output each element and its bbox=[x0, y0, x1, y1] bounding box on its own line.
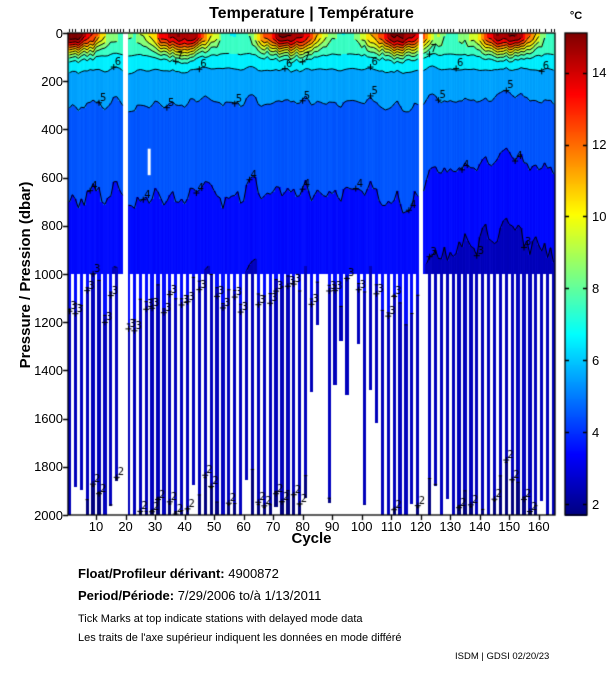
y-tick-label: 0 bbox=[55, 25, 63, 41]
note-delayed-mode-en: Tick Marks at top indicate stations with… bbox=[78, 613, 363, 625]
colorbar-tick-label: 12 bbox=[592, 137, 607, 152]
colorbar-tick-label: 8 bbox=[592, 280, 600, 296]
float-id-value: 4900872 bbox=[228, 566, 279, 581]
x-tick-label: 110 bbox=[380, 519, 402, 534]
y-tick-label: 1000 bbox=[34, 266, 63, 282]
x-axis-label: Cycle bbox=[291, 530, 332, 547]
x-tick-label: 130 bbox=[439, 519, 462, 534]
period-value: 7/29/2006 to/à 1/13/2011 bbox=[177, 588, 322, 603]
x-tick-label: 160 bbox=[527, 519, 550, 534]
y-tick-label: 1400 bbox=[34, 362, 63, 378]
colorbar-tick-label: 14 bbox=[592, 65, 607, 81]
x-tick-label: 120 bbox=[409, 519, 432, 534]
x-tick-label: 50 bbox=[206, 519, 222, 534]
colorbar-tick-label: 4 bbox=[592, 424, 600, 440]
y-tick-label: 600 bbox=[41, 170, 63, 186]
y-tick-label: 2000 bbox=[34, 507, 63, 523]
note-delayed-mode-fr: Les traits de l'axe supérieur indiquent … bbox=[78, 632, 402, 644]
y-tick-label: 800 bbox=[41, 218, 63, 234]
y-tick-label: 400 bbox=[41, 121, 63, 137]
x-tick-label: 90 bbox=[324, 519, 340, 534]
float-id-label: Float/Profileur dérivant: bbox=[78, 566, 225, 581]
colorbar-tick-label: 10 bbox=[592, 208, 607, 224]
x-tick-label: 140 bbox=[468, 519, 491, 534]
colorbar-tick-label: 2 bbox=[592, 496, 600, 512]
colorbar-tick-label: 6 bbox=[592, 352, 600, 368]
x-tick-label: 40 bbox=[177, 519, 192, 534]
colorbar-unit-label: °C bbox=[569, 10, 583, 22]
x-tick-label: 80 bbox=[295, 519, 310, 534]
y-tick-label: 1800 bbox=[34, 459, 63, 475]
x-tick-label: 100 bbox=[350, 519, 373, 534]
y-tick-label: 1200 bbox=[34, 314, 63, 330]
y-tick-label: 1600 bbox=[34, 411, 63, 427]
x-tick-label: 70 bbox=[265, 519, 281, 534]
period-label: Period/Période: bbox=[78, 588, 175, 603]
issuer-credit: ISDM | GDSI 02/20/23 bbox=[455, 651, 550, 662]
x-tick-label: 60 bbox=[236, 519, 251, 534]
x-tick-label: 10 bbox=[88, 519, 104, 534]
y-tick-label: 200 bbox=[41, 73, 63, 89]
float-id-line: Float/Profileur dérivant: 4900872 bbox=[78, 566, 279, 581]
plot-title: Temperature | Température bbox=[209, 5, 414, 22]
period-line: Period/Période: 7/29/2006 to/à 1/13/2011 bbox=[78, 588, 321, 603]
x-tick-label: 30 bbox=[147, 519, 163, 534]
x-tick-label: 20 bbox=[118, 519, 133, 534]
x-tick-label: 150 bbox=[498, 519, 521, 534]
